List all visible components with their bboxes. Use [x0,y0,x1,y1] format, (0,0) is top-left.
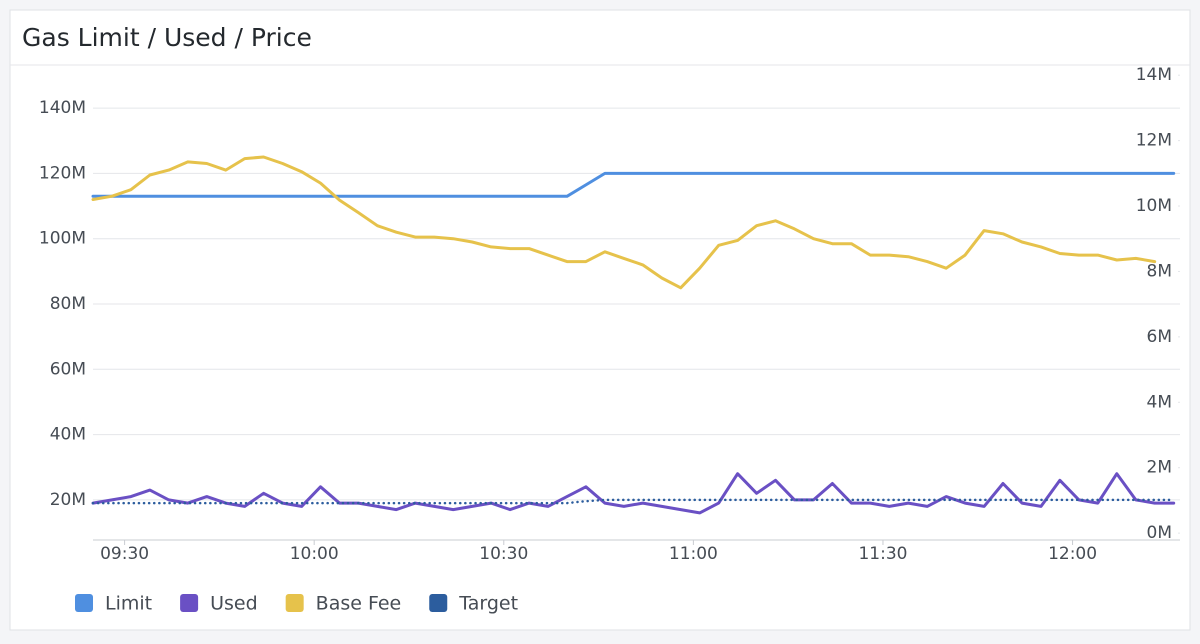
series-line [91,171,1176,198]
panel [9,9,1191,631]
y2-tick-label: 8M [1147,261,1172,281]
series-line [91,155,1157,290]
y2-tick-label: 12M [1136,131,1172,151]
x-tick-label: 11:00 [669,544,718,564]
y2-tick-label: 2M [1147,458,1172,478]
legend-label: Base Fee [316,593,402,615]
x-tick-label: 11:30 [858,544,907,564]
series-line [91,472,1176,515]
chart-title: Gas Limit / Used / Price [22,23,312,52]
y-tick-label: 120M [39,163,86,183]
legend-label: Target [458,593,518,615]
legend-label: Used [210,593,258,615]
y-tick-label: 80M [50,294,86,314]
y-tick-label: 20M [50,490,86,510]
y2-tick-label: 10M [1136,196,1172,216]
legend-swatch [180,594,199,612]
y-tick-label: 60M [50,359,86,379]
y2-tick-label: 6M [1147,327,1172,347]
series-line [91,498,1175,505]
y2-tick-label: 14M [1136,65,1172,85]
legend-swatch [429,594,448,612]
x-tick-label: 10:00 [290,544,339,564]
y-tick-label: 100M [39,229,86,249]
legend-label: Limit [105,593,152,615]
y2-tick-label: 0M [1147,523,1172,543]
y-tick-label: 140M [39,98,86,118]
x-tick-label: 12:00 [1048,544,1097,564]
y2-tick-label: 4M [1147,392,1172,412]
x-tick-label: 10:30 [479,544,528,564]
legend-swatch [75,594,93,612]
y-tick-label: 40M [50,425,86,445]
legend-swatch [285,594,304,612]
x-tick-label: 09:30 [100,544,149,564]
